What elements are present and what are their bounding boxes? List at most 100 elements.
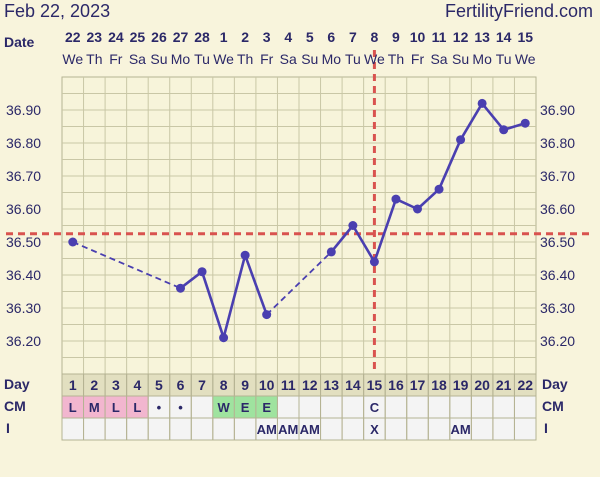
weekday-label: Sa [430, 51, 447, 67]
weekday-label: We [364, 51, 385, 67]
y-tick-label-right: 36.80 [540, 135, 575, 151]
i-value: AM [257, 422, 277, 437]
day-row-label-right: Day [542, 376, 568, 392]
cycle-day-label: 4 [134, 377, 142, 393]
cycle-day-label: 20 [474, 377, 490, 393]
temperature-point[interactable] [262, 310, 272, 320]
weekday-label: We [515, 51, 536, 67]
weekday-label: Tu [496, 51, 512, 67]
date-label: 28 [194, 29, 210, 45]
cycle-day-label: 6 [177, 377, 185, 393]
weekday-label: Su [301, 51, 318, 67]
cm-value: • [178, 400, 183, 415]
date-label: 5 [306, 29, 314, 45]
temperature-point[interactable] [369, 257, 379, 267]
date-label: 26 [151, 29, 167, 45]
y-tick-label-right: 36.40 [540, 267, 575, 283]
cycle-day-label: 5 [155, 377, 163, 393]
weekday-label: We [62, 51, 83, 67]
date-label: 7 [349, 29, 357, 45]
y-tick-label-right: 36.30 [540, 300, 575, 316]
cycle-day-label: 7 [198, 377, 206, 393]
weekday-label: Th [86, 51, 102, 67]
date-label: 6 [327, 29, 335, 45]
cm-value: M [89, 400, 100, 415]
i-value: AM [278, 422, 298, 437]
date-label: 25 [130, 29, 146, 45]
temperature-point[interactable] [413, 204, 422, 214]
temperature-point[interactable] [477, 98, 487, 108]
temperature-point[interactable] [197, 267, 207, 277]
weekday-label: Mo [171, 51, 191, 67]
weekday-label: Th [237, 51, 253, 67]
date-label: 1 [220, 29, 228, 45]
weekday-label: Th [388, 51, 404, 67]
temperature-segment [416, 188, 440, 210]
date-label: 3 [263, 29, 271, 45]
date-label: 24 [108, 29, 124, 45]
cm-cell-highlight [105, 396, 127, 418]
cycle-day-label: 15 [367, 377, 383, 393]
cm-cell-highlight [234, 396, 256, 418]
cm-cell-highlight [255, 396, 278, 418]
i-value: X [370, 422, 379, 437]
temperature-segment [351, 224, 376, 263]
site-name: FertilityFriend.com [445, 1, 593, 21]
cm-value: E [241, 400, 250, 415]
temperature-point[interactable] [326, 247, 336, 257]
y-tick-label-right: 36.60 [540, 201, 575, 217]
weekday-label: Mo [472, 51, 492, 67]
cm-value: L [112, 400, 120, 415]
i-value: AM [300, 422, 320, 437]
cm-cell-highlight [212, 396, 235, 418]
chart-date: Feb 22, 2023 [4, 1, 110, 21]
weekday-label: Mo [322, 51, 342, 67]
temperature-point[interactable] [240, 250, 250, 260]
cycle-day-label: 19 [453, 377, 469, 393]
y-tick-label-left: 36.30 [6, 300, 41, 316]
i-value: AM [450, 422, 470, 437]
temperature-point[interactable] [520, 118, 530, 128]
cm-row-label: CM [4, 398, 26, 414]
temperature-point[interactable] [219, 333, 229, 343]
cm-row-label-right: CM [542, 398, 564, 414]
temperature-point[interactable] [434, 184, 444, 194]
cm-value: L [69, 400, 77, 415]
temperature-point[interactable] [348, 221, 358, 230]
date-label: 4 [284, 29, 292, 45]
cycle-day-label: 16 [388, 377, 404, 393]
temperature-point[interactable] [456, 135, 466, 145]
cycle-day-label: 11 [281, 377, 296, 393]
date-label: 15 [517, 29, 533, 45]
cm-cell-highlight [83, 396, 106, 418]
temperature-segment [459, 102, 484, 141]
cycle-day-label: 21 [496, 377, 512, 393]
y-tick-label-left: 36.90 [6, 102, 41, 118]
y-tick-label-left: 36.70 [6, 168, 41, 184]
weekday-label: Fr [411, 51, 425, 67]
temperature-segment [437, 139, 462, 190]
temperature-point[interactable] [391, 194, 401, 204]
weekday-label: Sa [280, 51, 297, 67]
weekday-label: Tu [194, 51, 210, 67]
cm-value: C [370, 400, 380, 415]
temperature-segment [179, 270, 203, 290]
cycle-day-label: 10 [259, 377, 275, 393]
y-tick-label-right: 36.20 [540, 333, 575, 349]
day-row-label: Day [4, 376, 30, 392]
temperature-segment [222, 254, 247, 339]
temperature-point[interactable] [68, 237, 78, 247]
cm-value: E [262, 400, 271, 415]
cycle-day-label: 2 [90, 377, 98, 393]
temperature-point[interactable] [499, 125, 509, 135]
temperature-point[interactable] [176, 283, 185, 293]
table-cell [513, 417, 537, 441]
y-tick-label-left: 36.60 [6, 201, 41, 217]
date-label: 10 [410, 29, 426, 45]
cycle-day-label: 8 [220, 377, 228, 393]
cm-value: • [157, 400, 162, 415]
y-tick-label-right: 36.50 [540, 234, 575, 250]
temperature-segment [243, 254, 268, 316]
date-label: 11 [432, 29, 447, 45]
